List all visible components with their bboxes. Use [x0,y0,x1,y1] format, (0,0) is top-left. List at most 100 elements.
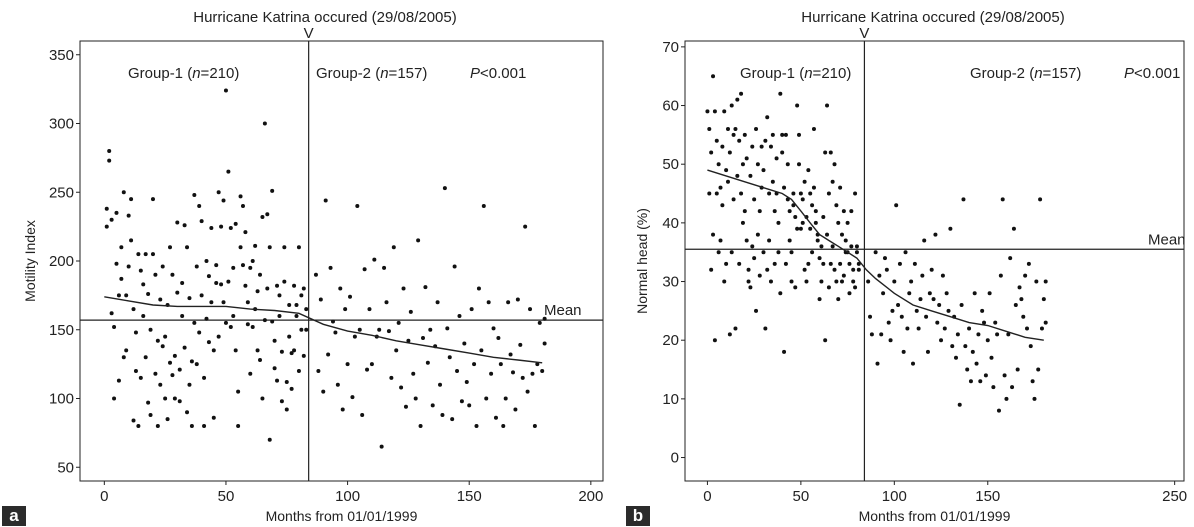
data-point [841,209,846,214]
data-point [825,232,830,237]
data-point [912,261,917,266]
data-point [1013,303,1018,307]
data-point [197,204,202,208]
data-point [1038,197,1043,202]
y-tick-label: 350 [49,47,74,64]
data-point [783,261,788,266]
data-point [854,250,859,255]
data-point [236,389,241,394]
data-point [403,404,408,409]
data-point [540,369,545,373]
data-point [272,366,277,371]
data-point [905,326,910,331]
data-point [389,375,394,380]
data-point [798,191,803,196]
data-point [869,332,874,337]
data-point [825,103,830,108]
data-point [177,367,182,372]
data-point [382,265,387,270]
data-point [510,370,515,375]
data-point [712,338,717,343]
data-point [394,348,399,353]
data-point [853,285,858,290]
p-value-label: P<0.001 [1124,65,1180,82]
data-point [104,224,109,229]
data-point [104,206,109,211]
data-point [189,424,194,428]
data-point [965,367,970,372]
data-point [856,267,861,272]
data-point [851,267,856,272]
data-point [722,279,727,284]
data-point [501,424,506,428]
data-point [737,261,742,266]
data-point [744,156,749,161]
data-point [759,144,764,149]
data-point [206,274,211,279]
data-point [219,282,224,287]
data-point [148,327,153,332]
data-point [931,297,936,302]
data-point [823,150,828,155]
data-point [813,209,818,214]
data-point [767,191,772,196]
data-point [112,396,117,401]
data-point [991,385,996,390]
data-point [1028,344,1033,349]
data-point [838,261,843,266]
data-point [972,291,977,296]
data-point [542,316,547,321]
data-point [133,369,138,373]
data-point [750,244,755,249]
data-point [455,369,460,373]
y-tick-label: 50 [662,156,679,173]
data-point [778,291,783,296]
data-point [386,329,391,334]
panel-letter-a: a [2,506,26,526]
data-point [754,127,759,131]
data-point [746,279,751,284]
chart-title: Hurricane Katrina occured (29/08/2005) [801,9,1064,26]
data-point [752,256,757,261]
data-point [707,127,712,131]
data-point [513,407,518,412]
data-point [416,238,421,243]
data-point [175,290,180,295]
data-point [211,348,216,353]
data-point [182,345,187,350]
data-point [372,257,377,262]
data-point [345,362,350,367]
data-point [836,297,841,302]
data-point [1011,226,1016,231]
data-point [430,403,435,408]
data-point [185,410,190,415]
data-point [116,293,121,298]
data-point [797,132,802,137]
data-point [124,348,129,353]
data-point [126,213,131,218]
x-tick-label: 150 [975,488,1000,505]
data-point [718,185,723,190]
data-point [172,353,177,358]
data-point [146,400,151,405]
data-point [722,109,727,114]
x-tick-label: 0 [100,488,108,505]
data-point [899,314,904,319]
data-point [119,276,124,281]
data-point [282,279,287,284]
data-point [233,221,238,226]
trend-line [104,296,543,364]
data-point [180,281,185,285]
data-point [379,444,384,449]
data-point [121,355,126,360]
data-point [442,186,447,191]
data-point [194,264,199,269]
data-point [160,344,165,349]
data-point [989,355,994,360]
data-point [740,162,745,167]
data-point [542,341,547,346]
data-point [523,224,528,229]
data-point [515,297,520,302]
data-point [877,273,882,278]
data-point [131,307,136,312]
